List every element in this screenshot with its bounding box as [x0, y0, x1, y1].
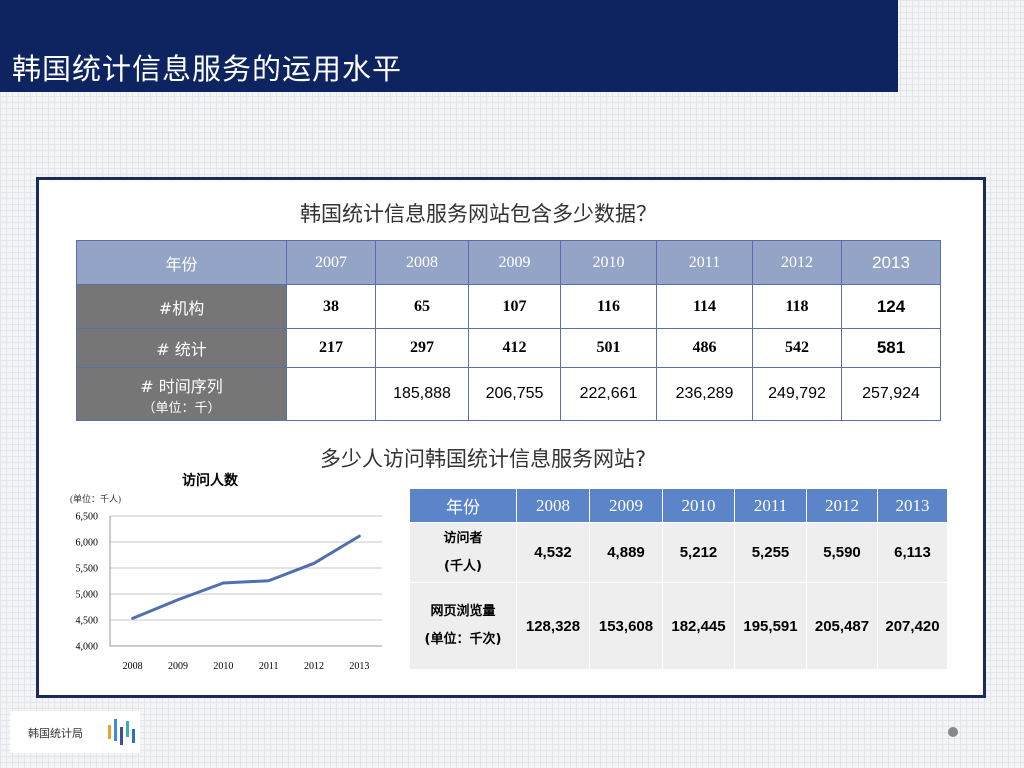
- table2-year: 2012: [806, 488, 878, 523]
- chart-unit-label: (单位：千人): [70, 493, 121, 504]
- table-cell: 4,532: [516, 522, 590, 583]
- table-cell: 206,755: [468, 367, 561, 421]
- logo: 韩国统计局: [10, 711, 140, 753]
- y-tick-label: 5,500: [76, 564, 99, 575]
- y-tick-label: 6,500: [76, 512, 99, 523]
- x-tick-label: 2012: [304, 661, 324, 672]
- x-tick-label: 2008: [123, 661, 143, 672]
- table-cell: 185,888: [375, 367, 469, 421]
- row-label-visitors-title: 访问者: [443, 530, 483, 546]
- table-cell: 6,113: [877, 522, 948, 583]
- table-cell: 249,792: [752, 367, 842, 421]
- table2-heading: 多少人访问韩国统计信息服务网站?: [320, 447, 647, 471]
- row-label-pageviews-title: 网页浏览量: [430, 604, 496, 619]
- row-label-institutions: #机构: [76, 284, 287, 329]
- table-cell: 38: [286, 284, 376, 329]
- table-cell: 501: [560, 328, 657, 368]
- table2-year: 2008: [516, 488, 590, 523]
- table-cell: 153,608: [589, 582, 663, 670]
- table-cell: [286, 367, 376, 421]
- series-line: [131, 534, 361, 620]
- x-tick-label: 2011: [259, 661, 279, 672]
- table2-year: 2011: [734, 488, 807, 523]
- table2-row-pageviews: 网页浏览量 (单位：千次) 128,328 153,608 182,445 19…: [409, 582, 948, 670]
- row-label-pageviews: 网页浏览量 (单位：千次): [409, 582, 517, 670]
- row-label-visitors-unit: (千人): [444, 558, 482, 574]
- table1-row-statistics: # 统计 217 297 412 501 486 542 581: [76, 328, 941, 368]
- row-label-time-series-unit: （单位：千）: [142, 400, 221, 416]
- table1-row-institutions: #机构 38 65 107 116 114 118 124: [76, 284, 941, 329]
- table-cell: 205,487: [806, 582, 878, 670]
- table-cell: 118: [752, 284, 842, 329]
- table2-header-year-label: 年份: [409, 488, 517, 523]
- table2-row-visitors: 访问者 (千人) 4,532 4,889 5,212 5,255 5,590 6…: [409, 522, 948, 583]
- table1-year: 2012: [752, 240, 842, 285]
- table-cell: 124: [841, 284, 941, 329]
- table-cell: 65: [375, 284, 469, 329]
- y-tick-label: 4,500: [76, 616, 99, 627]
- table1-year: 2008: [375, 240, 469, 285]
- table-cell: 222,661: [560, 367, 657, 421]
- table-cell: 5,590: [806, 522, 878, 583]
- x-tick-label: 2009: [168, 661, 188, 672]
- table-cell: 5,212: [662, 522, 735, 583]
- table2-year: 2013: [877, 488, 948, 523]
- row-label-visitors: 访问者 (千人): [409, 522, 517, 583]
- table1-year: 2013: [841, 240, 941, 285]
- table-cell: 116: [560, 284, 657, 329]
- y-tick-label: 4,000: [76, 642, 99, 653]
- table-cell: 297: [375, 328, 469, 368]
- table-cell: 107: [468, 284, 561, 329]
- logo-text: 韩国统计局: [28, 727, 83, 740]
- table-cell: 217: [286, 328, 376, 368]
- x-tick-label: 2010: [213, 661, 233, 672]
- table-cell: 542: [752, 328, 842, 368]
- row-label-time-series-title: # 时间序列: [140, 376, 223, 396]
- table1-header-row: 年份 2007 2008 2009 2010 2011 2012 2013: [76, 240, 941, 285]
- row-label-pageviews-unit: (单位：千次): [424, 632, 502, 647]
- table1-header-year-label: 年份: [76, 240, 287, 285]
- title-bar: 韩国统计信息服务的运用水平: [0, 0, 898, 92]
- page-title: 韩国统计信息服务的运用水平: [12, 52, 403, 86]
- table-cell: 412: [468, 328, 561, 368]
- row-label-time-series: # 时间序列 （单位：千）: [76, 367, 287, 421]
- table2-year: 2009: [589, 488, 663, 523]
- table-cell: 486: [656, 328, 753, 368]
- table-cell: 581: [841, 328, 941, 368]
- table-cell: 182,445: [662, 582, 735, 670]
- table-cell: 257,924: [841, 367, 941, 421]
- table1-year: 2010: [560, 240, 657, 285]
- table1-row-time-series: # 时间序列 （单位：千） 185,888 206,755 222,661 23…: [76, 367, 941, 421]
- row-label-statistics: # 统计: [76, 328, 287, 368]
- table-cell: 4,889: [589, 522, 663, 583]
- statistics-korea-logo-icon: [108, 719, 135, 745]
- visitors-line-chart: 访问人数 (单位：千人) 4,000 4,500 5,000 5,500 6,000 6,50…: [60, 465, 390, 680]
- table-cell: 236,289: [656, 367, 753, 421]
- x-tick-label: 2013: [349, 661, 369, 672]
- visitors-table: 年份 2008 2009 2010 2011 2012 2013 访问者 (千人…: [409, 488, 948, 670]
- table1-year: 2007: [286, 240, 376, 285]
- table-cell: 114: [656, 284, 753, 329]
- table-cell: 128,328: [516, 582, 590, 670]
- table-cell: 5,255: [734, 522, 807, 583]
- table-cell: 195,591: [734, 582, 807, 670]
- y-tick-label: 6,000: [76, 538, 99, 549]
- table-cell: 207,420: [877, 582, 948, 670]
- data-volume-table: 年份 2007 2008 2009 2010 2011 2012 2013 #机…: [76, 240, 941, 421]
- table1-heading: 韩国统计信息服务网站包含多少数据？: [300, 202, 657, 226]
- table2-header-row: 年份 2008 2009 2010 2011 2012 2013: [409, 488, 948, 523]
- line-chart-svg: 访问人数 (单位：千人) 4,000 4,500 5,000 5,500 6,000 6,50…: [70, 472, 382, 672]
- table2-year: 2010: [662, 488, 735, 523]
- y-tick-label: 5,000: [76, 590, 99, 601]
- table1-year: 2011: [656, 240, 753, 285]
- slide-indicator-dot: [948, 727, 958, 737]
- table1-year: 2009: [468, 240, 561, 285]
- chart-title: 访问人数: [182, 472, 239, 489]
